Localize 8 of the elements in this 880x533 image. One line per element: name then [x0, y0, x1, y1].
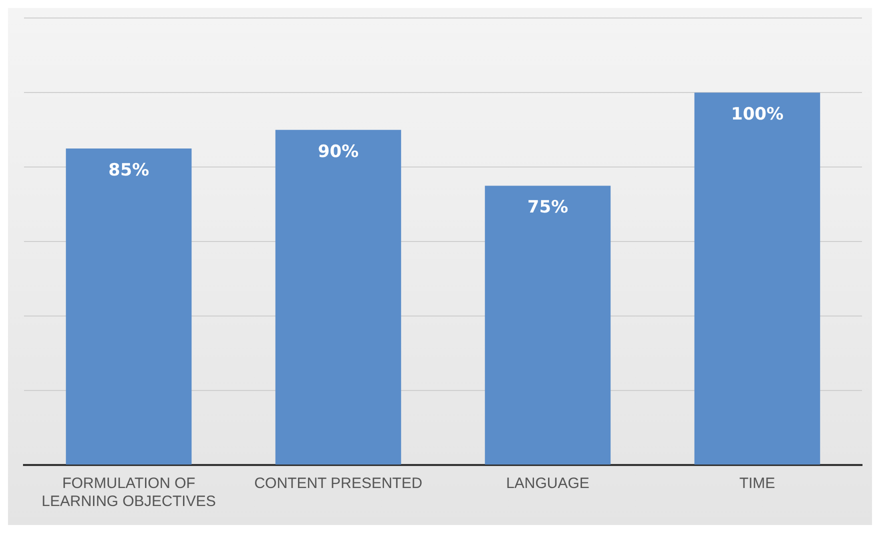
x-tick-label: TIME — [739, 475, 776, 492]
x-tick-label: LANGUAGE — [506, 475, 590, 492]
x-tick-label: CONTENT PRESENTED — [254, 475, 422, 492]
data-label: 85% — [108, 160, 150, 180]
data-label: 100% — [730, 104, 784, 125]
data-label: 75% — [527, 198, 568, 218]
x-tick-label: FORMULATION OF LEARNING OBJECTIVES — [42, 475, 216, 510]
data-label: 90% — [318, 142, 359, 162]
